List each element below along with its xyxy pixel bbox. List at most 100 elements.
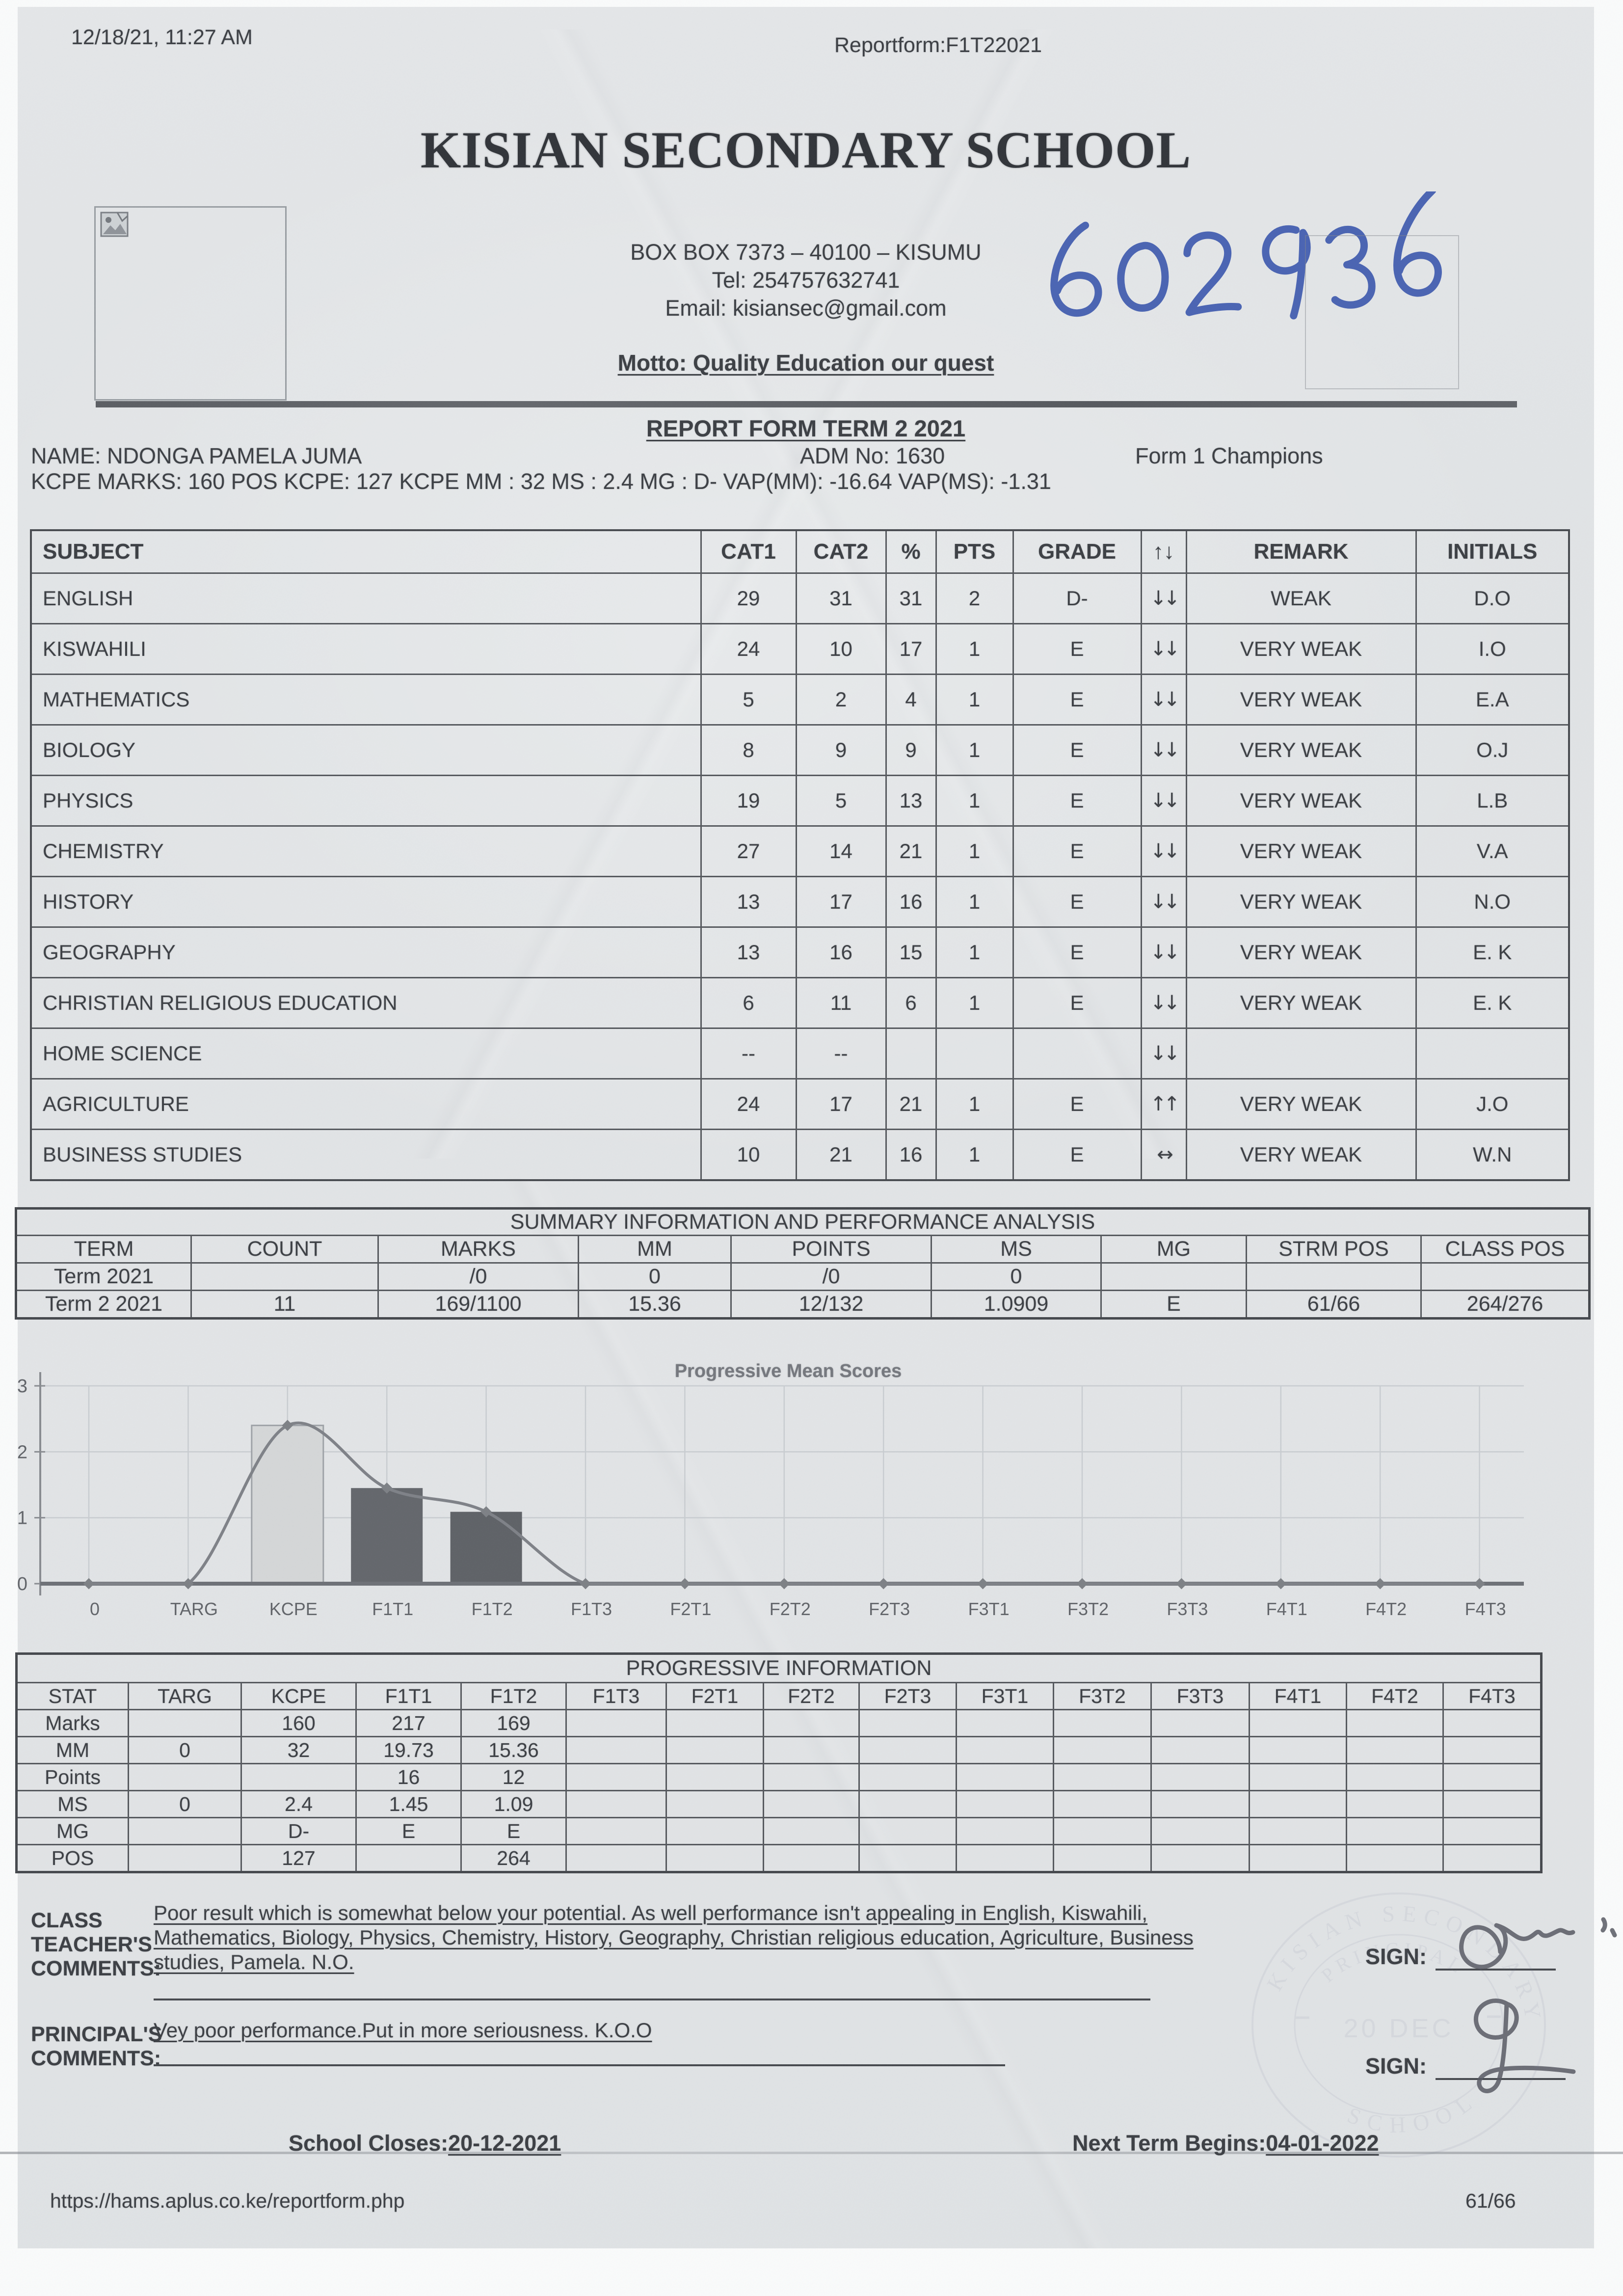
subject-pct-cell: 17 (885, 623, 937, 675)
subject-remark-cell: VERY WEAK (1185, 825, 1417, 877)
progressive-stat-cell (1346, 1709, 1444, 1737)
principal-label: PRINCIPAL'S COMMENTS: (31, 2023, 162, 2071)
subject-grade-cell: D- (1012, 572, 1142, 624)
progressive-stat-cell: 2.4 (240, 1790, 357, 1818)
progressive-stat-cell (956, 1736, 1054, 1764)
comment-line: Mathematics, Biology, Physics, Chemistry… (154, 1926, 1194, 1949)
progressive-stat-cell: MG (16, 1817, 129, 1845)
subject-pct-cell: 15 (885, 926, 937, 978)
next-term-line: Next Term Begins:04-01-2022 (1060, 2105, 1379, 2156)
progressive-header-cell: STAT (16, 1682, 129, 1710)
subject-subject-cell: KISWAHILI (30, 623, 702, 675)
summary-data-cell: /0 (730, 1262, 932, 1291)
subjects-header-grade: GRADE (1012, 529, 1142, 574)
subject-remark-cell: VERY WEAK (1185, 674, 1417, 726)
subject-grade-cell: E (1012, 623, 1142, 675)
subject-remark-cell: VERY WEAK (1185, 876, 1417, 928)
subjects-header-cat2: CAT2 (795, 529, 887, 574)
summary-data-row: Term 2 2021 11 169/1100 15.36 12/132 1.0… (15, 1290, 1591, 1319)
progressive-header-cell: F1T2 (460, 1682, 567, 1710)
progressive-stat-cell (565, 1763, 667, 1791)
progressive-stat-cell: 1.09 (460, 1790, 567, 1818)
subject-pct-cell: 21 (885, 1078, 937, 1130)
progressive-data-row: Points 16 12 (16, 1763, 1542, 1791)
subject-initials-cell: L.B (1415, 775, 1570, 827)
subject-initials-cell: E. K (1415, 977, 1570, 1029)
summary-data-cell: 1.0909 (931, 1290, 1102, 1319)
subject-row: BUSINESS STUDIES 10 21 16 1 E ↔ VERY WEA… (30, 1129, 1570, 1181)
subject-grade-cell: E (1012, 1129, 1142, 1181)
subject-row: MATHEMATICS 5 2 4 1 E ↓↓ VERY WEAK E.A (30, 674, 1570, 726)
progressive-stat-cell (1053, 1763, 1152, 1791)
svg-text:1: 1 (17, 1508, 27, 1529)
progressive-stat-cell (240, 1763, 357, 1791)
progressive-stat-cell: 169 (460, 1709, 567, 1737)
progressive-data-row: MG D- E E (16, 1817, 1542, 1845)
subject-remark-cell: VERY WEAK (1185, 724, 1417, 776)
progressive-stat-cell (665, 1736, 764, 1764)
subject-cat2-cell: 17 (795, 876, 887, 928)
subject-subject-cell: BIOLOGY (30, 724, 702, 776)
subject-cat1-cell: 13 (700, 876, 797, 928)
broken-image-icon (100, 212, 129, 237)
svg-text:F4T1: F4T1 (1266, 1599, 1307, 1619)
subject-subject-cell: CHRISTIAN RELIGIOUS EDUCATION (30, 977, 702, 1029)
progressive-stat-cell (1150, 1763, 1250, 1791)
progressive-stat-cell (1249, 1844, 1347, 1873)
progressive-stat-cell: E (460, 1817, 567, 1845)
subject-subject-cell: MATHEMATICS (30, 674, 702, 726)
subject-cat1-cell: 10 (700, 1129, 797, 1181)
progressive-stat-cell (858, 1790, 957, 1818)
progressive-stat-cell (565, 1790, 667, 1818)
summary-data-cell (1420, 1262, 1591, 1291)
progressive-stat-cell: Points (16, 1763, 129, 1791)
progressive-stat-cell (858, 1844, 957, 1873)
subject-pts-cell (935, 1027, 1014, 1080)
school-closes-label: School Closes: (289, 2131, 449, 2156)
progressive-stat-cell (1249, 1817, 1347, 1845)
summary-data-cell: 0 (578, 1262, 732, 1291)
subject-trend-cell: ↓↓ (1140, 876, 1187, 928)
subject-pts-cell: 1 (935, 876, 1014, 928)
summary-data-cell (190, 1262, 379, 1291)
subject-row: GEOGRAPHY 13 16 15 1 E ↓↓ VERY WEAK E. K (30, 926, 1570, 978)
progressive-header-cell: KCPE (240, 1682, 357, 1710)
faint-box (1305, 235, 1459, 389)
progressive-stat-cell: E (355, 1817, 462, 1845)
progressive-stat-cell (763, 1790, 860, 1818)
progressive-stat-cell: 15.36 (460, 1736, 567, 1764)
summary-header-row: TERM COUNT MARKS MM POINTS MS MG STRM PO… (15, 1235, 1591, 1264)
subject-pts-cell: 1 (935, 926, 1014, 978)
subject-pts-cell: 1 (935, 724, 1014, 776)
summary-table: SUMMARY INFORMATION AND PERFORMANCE ANAL… (15, 1207, 1591, 1320)
subject-cat2-cell: -- (795, 1027, 887, 1080)
progressive-stat-cell: 19.73 (355, 1736, 462, 1764)
subjects-header-pts: PTS (935, 529, 1014, 574)
subject-grade-cell (1012, 1027, 1142, 1080)
svg-text:F1T2: F1T2 (472, 1599, 513, 1619)
progressive-stat-cell (956, 1709, 1054, 1737)
progressive-stat-cell (565, 1736, 667, 1764)
subject-cat2-cell: 2 (795, 674, 887, 726)
progressive-data-row: Marks 160 217 169 (16, 1709, 1542, 1737)
summary-data-cell: 0 (931, 1262, 1102, 1291)
svg-text:F3T2: F3T2 (1067, 1599, 1109, 1619)
subject-trend-cell: ↓↓ (1140, 572, 1187, 624)
progressive-stat-cell (763, 1844, 860, 1873)
progressive-header-cell: F3T2 (1053, 1682, 1152, 1710)
progressive-stat-cell (1249, 1790, 1347, 1818)
school-closes-line: School Closes:20-12-2021 (276, 2105, 561, 2156)
progressive-stat-cell: 127 (240, 1844, 357, 1873)
progressive-stat-cell (1150, 1736, 1250, 1764)
summary-header-cell: COUNT (190, 1235, 379, 1264)
principal-label-line: COMMENTS: (31, 2047, 161, 2070)
subject-trend-cell: ↓↓ (1140, 674, 1187, 726)
subject-cat1-cell: -- (700, 1027, 797, 1080)
subject-row: PHYSICS 19 5 13 1 E ↓↓ VERY WEAK L.B (30, 775, 1570, 827)
progressive-stat-cell: 160 (240, 1709, 357, 1737)
subject-remark-cell (1185, 1027, 1417, 1080)
print-date: 12/18/21, 11:27 AM (71, 26, 253, 49)
progressive-stat-cell (763, 1736, 860, 1764)
subject-cat1-cell: 24 (700, 1078, 797, 1130)
summary-header-cell: TERM (15, 1235, 192, 1264)
